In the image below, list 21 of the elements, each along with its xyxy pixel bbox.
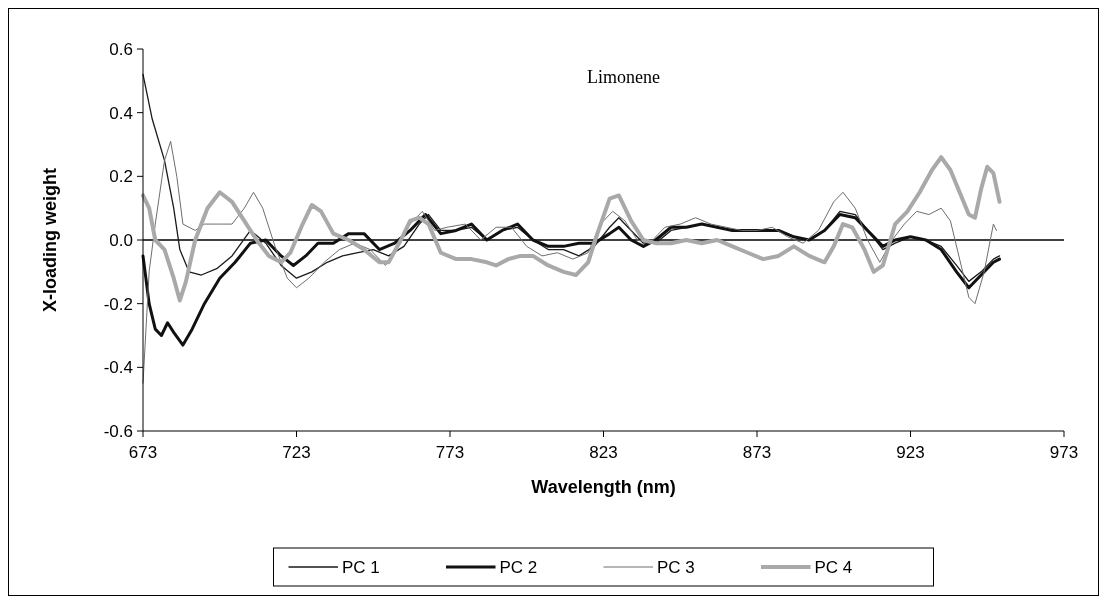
legend-label: PC 3: [657, 557, 695, 577]
y-axis-title: X-loading weight: [40, 168, 60, 312]
text: Limonene: [587, 67, 660, 87]
x-tick-label: 823: [589, 443, 618, 462]
x-tick-label: 873: [742, 443, 772, 462]
y-tick-label: 0.4: [109, 103, 133, 123]
x-tick-label: 773: [435, 443, 465, 462]
y-tick-label: 0.2: [109, 167, 133, 187]
legend-label: PC 2: [499, 557, 538, 577]
y-tick-label: -0.6: [103, 421, 133, 441]
y-tick-label: -0.4: [103, 358, 133, 378]
y-tick-label: -0.2: [103, 294, 133, 314]
x-tick-label: 723: [282, 443, 311, 462]
legend-label: PC 1: [342, 557, 380, 577]
x-tick-label: 973: [1049, 443, 1079, 462]
y-tick-label: 0.0: [109, 230, 133, 250]
x-tick-label: 923: [896, 443, 925, 462]
x-tick-label: 673: [128, 443, 158, 462]
x-axis-title: Wavelength (nm): [531, 477, 676, 497]
y-tick-label: 0.6: [109, 39, 133, 59]
legend-label: PC 4: [814, 557, 853, 577]
